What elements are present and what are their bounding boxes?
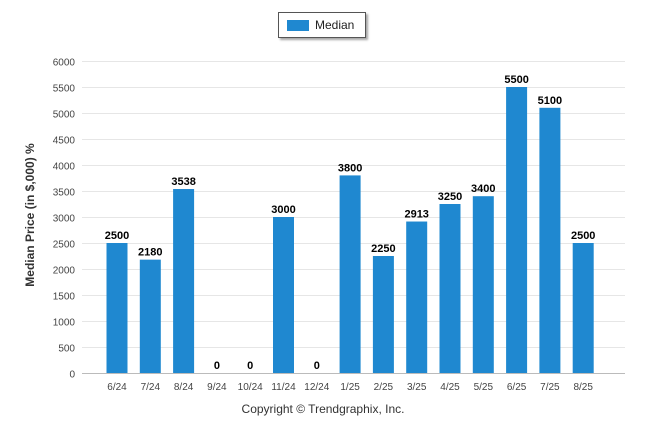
data-label: 5500: [504, 74, 528, 86]
legend-label: Median: [315, 18, 355, 32]
x-tick-label: 1/25: [340, 382, 360, 393]
x-tick-label: 4/25: [440, 382, 460, 393]
y-tick-label: 6000: [53, 58, 76, 69]
y-tick-label: 4500: [53, 136, 76, 147]
data-label: 0: [214, 360, 220, 372]
x-tick-label: 2/25: [374, 382, 394, 393]
y-tick-label: 4000: [53, 162, 76, 173]
y-tick-label: 1000: [53, 318, 76, 329]
data-label: 2500: [105, 230, 129, 242]
data-label: 2500: [571, 230, 595, 242]
legend: Median: [278, 12, 366, 38]
bar: [273, 217, 294, 373]
data-label: 3800: [338, 162, 362, 174]
data-label: 2180: [138, 247, 162, 259]
data-label: 3250: [438, 191, 462, 203]
x-tick-label: 3/25: [407, 382, 427, 393]
y-tick-label: 5000: [53, 110, 76, 121]
y-tick-label: 3500: [53, 188, 76, 199]
data-label: 3538: [171, 176, 195, 188]
bar: [572, 243, 594, 373]
bar: [173, 189, 195, 373]
x-tick-label: 11/24: [271, 382, 296, 393]
x-tick-label: 12/24: [304, 382, 329, 393]
data-label: 0: [314, 360, 320, 372]
bar: [439, 204, 461, 373]
x-tick-label: 7/24: [141, 382, 161, 393]
bar: [506, 87, 528, 373]
bar: [139, 259, 161, 373]
y-tick-label: 0: [69, 370, 75, 381]
copyright-footer: Copyright © Trendgraphix, Inc.: [241, 402, 405, 416]
bar: [472, 196, 494, 373]
data-label: 3000: [271, 204, 295, 216]
bar: [539, 107, 561, 374]
data-label: 3400: [471, 183, 495, 195]
x-tick-label: 9/24: [207, 382, 227, 393]
y-tick-label: 1500: [53, 292, 76, 303]
data-label: 2913: [404, 209, 428, 221]
bar: [406, 221, 428, 373]
bar: [339, 175, 361, 373]
x-tick-label: 8/24: [174, 382, 194, 393]
x-tick-label: 10/24: [238, 382, 263, 393]
y-axis-label: Median Price (in $,000) %: [23, 143, 37, 287]
data-label: 2250: [371, 243, 395, 255]
y-tick-label: 3000: [53, 214, 76, 225]
x-tick-label: 6/25: [507, 382, 527, 393]
y-tick-label: 5500: [53, 84, 76, 95]
y-tick-label: 2500: [53, 240, 76, 251]
bar: [372, 256, 394, 373]
x-tick-label: 5/25: [474, 382, 494, 393]
y-tick-label: 2000: [53, 266, 76, 277]
legend-swatch: [287, 20, 309, 31]
x-tick-label: 8/25: [573, 382, 593, 393]
x-tick-label: 6/24: [107, 382, 127, 393]
data-label: 0: [247, 360, 253, 372]
data-label: 5100: [538, 95, 562, 107]
y-tick-label: 500: [58, 344, 75, 355]
x-tick-label: 7/25: [540, 382, 560, 393]
bar: [106, 243, 128, 373]
